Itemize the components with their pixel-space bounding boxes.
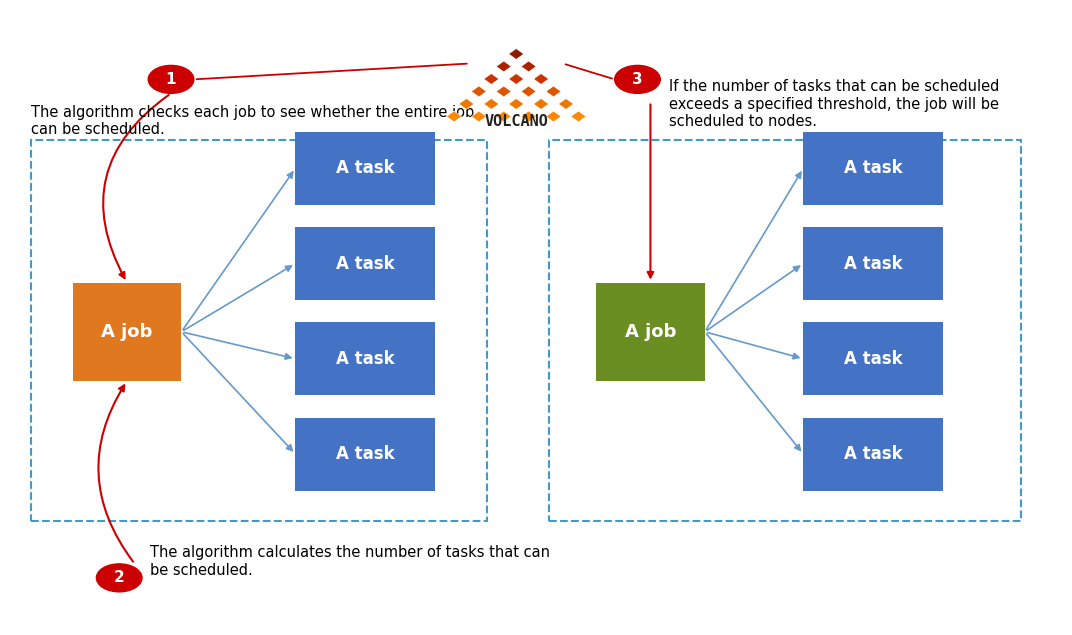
Polygon shape bbox=[571, 111, 586, 122]
Circle shape bbox=[614, 65, 660, 93]
Text: A task: A task bbox=[337, 445, 394, 463]
Bar bbox=[803, 132, 943, 204]
Text: A job: A job bbox=[101, 323, 152, 341]
Bar bbox=[296, 227, 435, 300]
Polygon shape bbox=[509, 98, 524, 109]
Polygon shape bbox=[459, 98, 474, 109]
Text: A task: A task bbox=[337, 350, 394, 368]
Polygon shape bbox=[559, 98, 574, 109]
Text: 2: 2 bbox=[114, 570, 124, 585]
Text: VOLCANO: VOLCANO bbox=[485, 114, 548, 130]
Polygon shape bbox=[509, 49, 524, 59]
Text: If the number of tasks that can be scheduled
exceeds a specified threshold, the : If the number of tasks that can be sched… bbox=[669, 79, 999, 129]
Text: The algorithm calculates the number of tasks that can
be scheduled.: The algorithm calculates the number of t… bbox=[150, 545, 550, 578]
Polygon shape bbox=[447, 111, 462, 122]
Bar bbox=[31, 140, 487, 521]
Text: The algorithm checks each job to see whether the entire job
can be scheduled.: The algorithm checks each job to see whe… bbox=[31, 105, 474, 137]
Bar bbox=[596, 283, 705, 381]
Text: 1: 1 bbox=[166, 72, 176, 87]
Polygon shape bbox=[521, 61, 536, 72]
Text: A task: A task bbox=[844, 445, 903, 463]
Bar bbox=[803, 418, 943, 491]
Text: A task: A task bbox=[337, 255, 394, 272]
Bar bbox=[296, 323, 435, 395]
Polygon shape bbox=[483, 74, 498, 84]
Polygon shape bbox=[534, 74, 549, 84]
Polygon shape bbox=[496, 86, 511, 97]
Text: A task: A task bbox=[844, 255, 903, 272]
Polygon shape bbox=[521, 111, 536, 122]
Circle shape bbox=[148, 65, 194, 93]
Polygon shape bbox=[472, 86, 487, 97]
Polygon shape bbox=[483, 98, 498, 109]
Polygon shape bbox=[509, 74, 524, 84]
Bar bbox=[549, 140, 1021, 521]
Polygon shape bbox=[546, 111, 561, 122]
Text: A job: A job bbox=[625, 323, 676, 341]
Polygon shape bbox=[546, 86, 561, 97]
Circle shape bbox=[96, 564, 142, 592]
Bar bbox=[73, 283, 181, 381]
Bar bbox=[296, 132, 435, 204]
Text: A task: A task bbox=[844, 159, 903, 177]
Polygon shape bbox=[521, 86, 536, 97]
Polygon shape bbox=[534, 98, 549, 109]
Text: A task: A task bbox=[337, 159, 394, 177]
Bar bbox=[803, 323, 943, 395]
Bar bbox=[803, 227, 943, 300]
Polygon shape bbox=[472, 111, 487, 122]
Bar bbox=[296, 418, 435, 491]
Polygon shape bbox=[496, 61, 511, 72]
Text: 3: 3 bbox=[632, 72, 643, 87]
Polygon shape bbox=[496, 111, 511, 122]
Text: A task: A task bbox=[844, 350, 903, 368]
